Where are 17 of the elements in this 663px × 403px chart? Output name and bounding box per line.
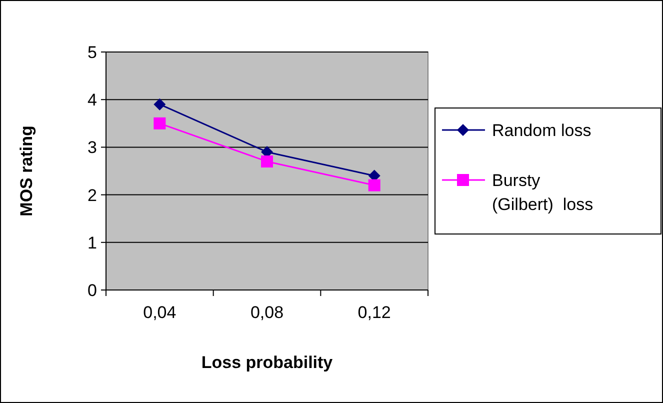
- x-tick-label: 0,12: [358, 303, 391, 322]
- point: [368, 179, 380, 192]
- legend-label: Random loss: [492, 120, 592, 140]
- y-axis-title: MOS rating: [17, 126, 36, 216]
- x-axis-title: Loss probability: [201, 353, 334, 372]
- x-tick-label: 0,08: [250, 303, 284, 322]
- y-tick-label: 2: [88, 186, 97, 205]
- point: [154, 98, 166, 110]
- y-tick-label: 5: [88, 42, 97, 62]
- legend-label: Bursty (Gilbert) loss: [492, 170, 594, 214]
- y-tick-label: 0: [88, 280, 97, 300]
- point: [154, 117, 166, 130]
- y-tick-label: 3: [88, 138, 97, 158]
- y-tick-label: 4: [88, 90, 97, 110]
- point: [261, 155, 273, 168]
- y-tick-label: 1: [88, 233, 97, 252]
- x-tick-label: 0,04: [143, 303, 176, 322]
